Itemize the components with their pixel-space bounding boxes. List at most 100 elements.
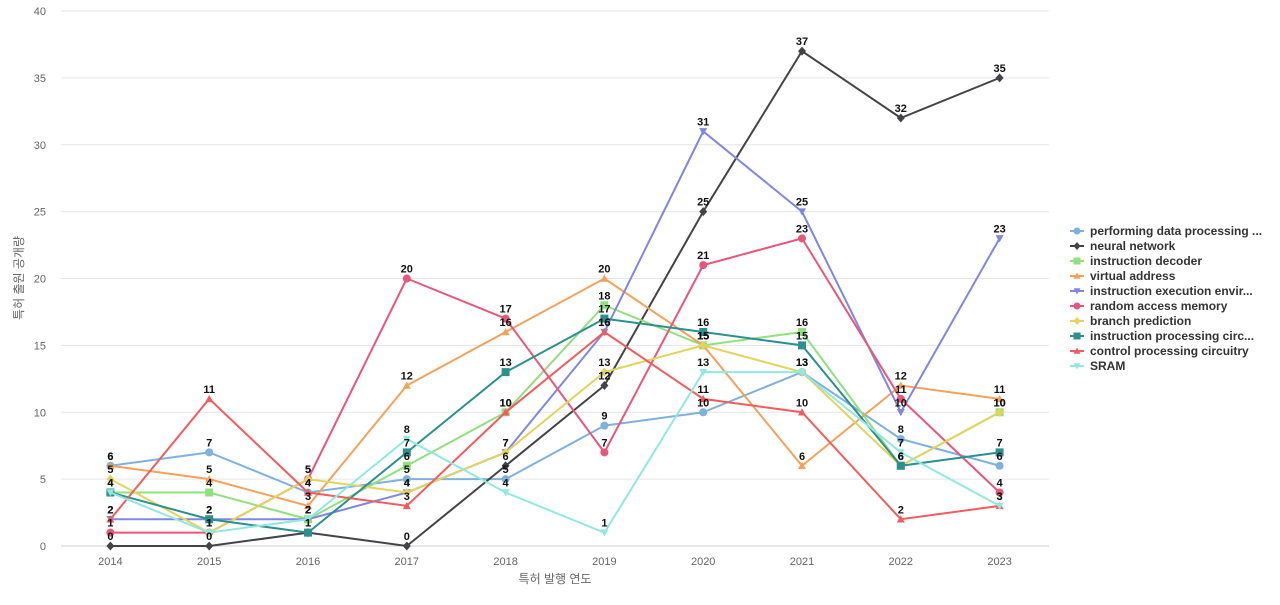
- series-line[interactable]: [110, 129, 1001, 521]
- data-point[interactable]: [896, 515, 905, 523]
- data-point[interactable]: [304, 488, 312, 496]
- data-point[interactable]: [699, 394, 708, 403]
- data-point[interactable]: [995, 488, 1004, 497]
- legend-item[interactable]: neural network: [1070, 239, 1176, 253]
- data-point[interactable]: [995, 502, 1004, 510]
- legend-item[interactable]: branch prediction: [1070, 314, 1191, 328]
- data-point[interactable]: [501, 447, 510, 457]
- data-point[interactable]: [798, 328, 806, 336]
- data-point[interactable]: [699, 368, 708, 377]
- series-line[interactable]: [110, 49, 1000, 548]
- series-line[interactable]: [110, 371, 1001, 534]
- series-1[interactable]: [106, 46, 1004, 551]
- data-point[interactable]: [402, 461, 411, 470]
- data-point[interactable]: [501, 475, 510, 484]
- data-point[interactable]: [304, 516, 312, 524]
- data-point[interactable]: [995, 407, 1004, 417]
- data-point[interactable]: [798, 341, 806, 350]
- legend-item[interactable]: instruction processing circ...: [1070, 329, 1254, 343]
- data-point[interactable]: [798, 234, 806, 243]
- data-point[interactable]: [798, 461, 806, 469]
- series-9[interactable]: [106, 368, 1004, 537]
- data-point[interactable]: [600, 529, 609, 537]
- data-point[interactable]: [995, 461, 1004, 470]
- data-point[interactable]: [501, 489, 510, 497]
- legend-item[interactable]: instruction execution envir...: [1070, 284, 1253, 298]
- data-point[interactable]: [304, 528, 312, 537]
- data-point[interactable]: [699, 207, 708, 217]
- data-point[interactable]: [995, 394, 1004, 403]
- data-point[interactable]: [600, 274, 609, 282]
- data-point[interactable]: [699, 328, 708, 336]
- data-point[interactable]: [600, 448, 609, 457]
- legend-item[interactable]: control processing circuitry: [1070, 344, 1249, 358]
- legend-item[interactable]: virtual address: [1070, 269, 1176, 283]
- data-point[interactable]: [896, 435, 905, 443]
- data-point[interactable]: [402, 541, 411, 551]
- legend[interactable]: performing data processing ...neural net…: [1070, 224, 1262, 373]
- data-point[interactable]: [205, 488, 214, 497]
- data-point[interactable]: [896, 409, 905, 417]
- data-point[interactable]: [106, 541, 115, 551]
- data-point[interactable]: [501, 461, 510, 471]
- data-point[interactable]: [402, 381, 411, 389]
- series-8[interactable]: [106, 328, 1004, 523]
- data-point[interactable]: [600, 301, 609, 310]
- data-point[interactable]: [600, 328, 609, 336]
- series-line[interactable]: [109, 344, 1001, 534]
- data-point[interactable]: [501, 314, 510, 323]
- data-point[interactable]: [600, 367, 609, 377]
- data-point[interactable]: [501, 408, 510, 416]
- data-point[interactable]: [699, 408, 708, 417]
- data-point[interactable]: [402, 435, 411, 443]
- data-point[interactable]: [106, 474, 115, 484]
- data-point[interactable]: [106, 515, 115, 523]
- data-point[interactable]: [699, 261, 708, 270]
- data-point[interactable]: [600, 381, 609, 390]
- data-point[interactable]: [304, 501, 312, 510]
- data-point[interactable]: [896, 449, 905, 457]
- data-point[interactable]: [106, 489, 115, 497]
- data-point[interactable]: [995, 235, 1004, 243]
- data-point[interactable]: [106, 528, 115, 537]
- data-point[interactable]: [106, 461, 115, 469]
- legend-item[interactable]: performing data processing ...: [1070, 224, 1262, 238]
- data-point[interactable]: [205, 475, 214, 483]
- series-4[interactable]: [106, 128, 1004, 524]
- data-point[interactable]: [995, 73, 1004, 83]
- data-point[interactable]: [798, 46, 806, 56]
- data-point[interactable]: [402, 501, 411, 510]
- data-point[interactable]: [896, 461, 905, 470]
- data-point[interactable]: [205, 448, 214, 457]
- data-point[interactable]: [995, 448, 1004, 457]
- data-point[interactable]: [798, 208, 806, 216]
- data-point[interactable]: [402, 448, 411, 457]
- data-point[interactable]: [699, 340, 708, 350]
- data-point[interactable]: [205, 394, 214, 403]
- legend-item[interactable]: random access memory: [1070, 299, 1228, 313]
- data-point[interactable]: [205, 515, 214, 524]
- data-point[interactable]: [798, 368, 806, 377]
- data-point[interactable]: [205, 529, 214, 537]
- series-line[interactable]: [109, 330, 1000, 521]
- series-line[interactable]: [110, 277, 1000, 508]
- data-point[interactable]: [600, 421, 609, 430]
- data-point[interactable]: [600, 314, 609, 323]
- data-point[interactable]: [501, 368, 510, 377]
- legend-item[interactable]: SRAM: [1070, 359, 1125, 373]
- series-6[interactable]: [106, 340, 1004, 538]
- data-point[interactable]: [798, 408, 806, 416]
- data-point[interactable]: [896, 394, 905, 403]
- legend-item[interactable]: instruction decoder: [1070, 254, 1202, 268]
- data-point[interactable]: [896, 381, 905, 389]
- data-point[interactable]: [304, 474, 312, 484]
- data-point[interactable]: [896, 113, 905, 123]
- data-point[interactable]: [402, 475, 411, 484]
- series-0[interactable]: [106, 368, 1004, 497]
- data-point[interactable]: [402, 274, 411, 283]
- data-point[interactable]: [501, 328, 510, 336]
- data-point[interactable]: [205, 541, 214, 551]
- data-point[interactable]: [699, 128, 708, 136]
- data-point[interactable]: [402, 488, 411, 497]
- series-5[interactable]: [106, 234, 1004, 537]
